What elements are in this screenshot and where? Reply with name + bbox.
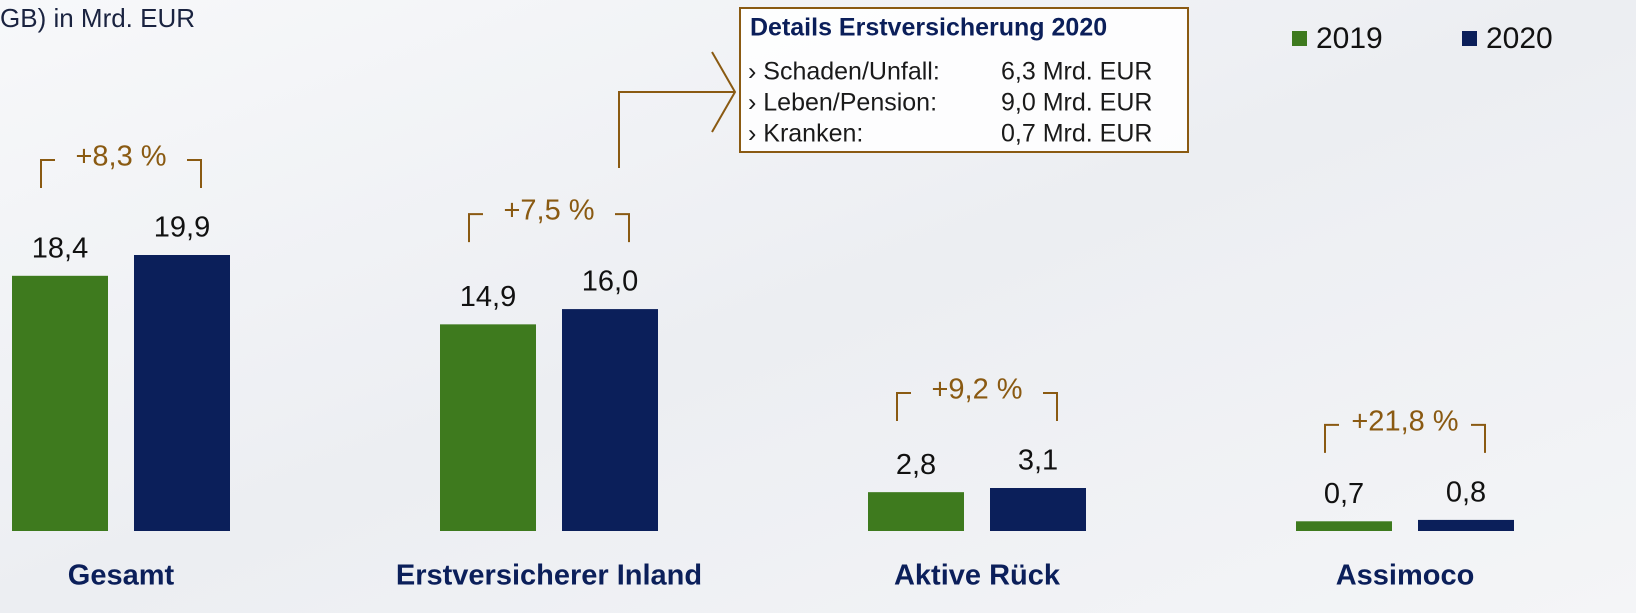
details-label: › Leben/Pension: [748, 89, 937, 117]
bracket [1043, 392, 1058, 422]
legend-label: 2020 [1486, 22, 1553, 55]
bracket [40, 159, 55, 188]
value-label: 14,9 [460, 281, 516, 313]
value-label: 19,9 [154, 212, 210, 244]
details-value: 0,7 Mrd. EUR [1001, 120, 1152, 148]
bar [1418, 519, 1514, 531]
category-label: Assimoco [1336, 560, 1475, 592]
connector [618, 91, 735, 168]
legend-swatch [1462, 31, 1477, 46]
details-value: 6,3 Mrd. EUR [1001, 58, 1152, 86]
bar [868, 492, 964, 531]
legend-label: 2019 [1316, 22, 1383, 55]
bracket [896, 392, 911, 422]
bracket [1471, 423, 1486, 453]
bracket [468, 213, 483, 243]
bracket [187, 159, 202, 188]
growth-label: +21,8 % [1351, 406, 1458, 438]
details-title: Details Erstversicherung 2020 [750, 14, 1107, 42]
value-label: 16,0 [582, 266, 638, 298]
value-label: 0,8 [1446, 477, 1486, 509]
category-label: Erstversicherer Inland [396, 560, 702, 592]
category-label: Gesamt [68, 560, 175, 592]
value-label: 3,1 [1018, 445, 1058, 477]
bar [134, 255, 230, 531]
value-label: 2,8 [896, 449, 936, 481]
value-label: 0,7 [1324, 478, 1364, 510]
chevron [711, 51, 737, 133]
growth-label: +8,3 % [75, 141, 166, 173]
chart-title: GB) in Mrd. EUR [0, 3, 195, 33]
bar [1296, 521, 1392, 531]
bracket [1324, 423, 1339, 453]
details-frame [739, 7, 1189, 153]
details-label: › Schaden/Unfall: [748, 58, 940, 86]
category-label: Aktive Rück [894, 560, 1061, 592]
legend-swatch [1292, 31, 1307, 46]
growth-label: +9,2 % [931, 374, 1022, 406]
bar [562, 309, 658, 531]
bracket [615, 213, 630, 243]
bar [12, 275, 108, 531]
value-label: 18,4 [32, 232, 88, 264]
growth-label: +7,5 % [503, 195, 594, 227]
details-value: 9,0 Mrd. EUR [1001, 89, 1152, 117]
details-box: Details Erstversicherung 2020 [618, 7, 1189, 168]
bar [440, 324, 536, 531]
details-label: › Kranken: [748, 120, 863, 148]
bar [990, 488, 1086, 531]
